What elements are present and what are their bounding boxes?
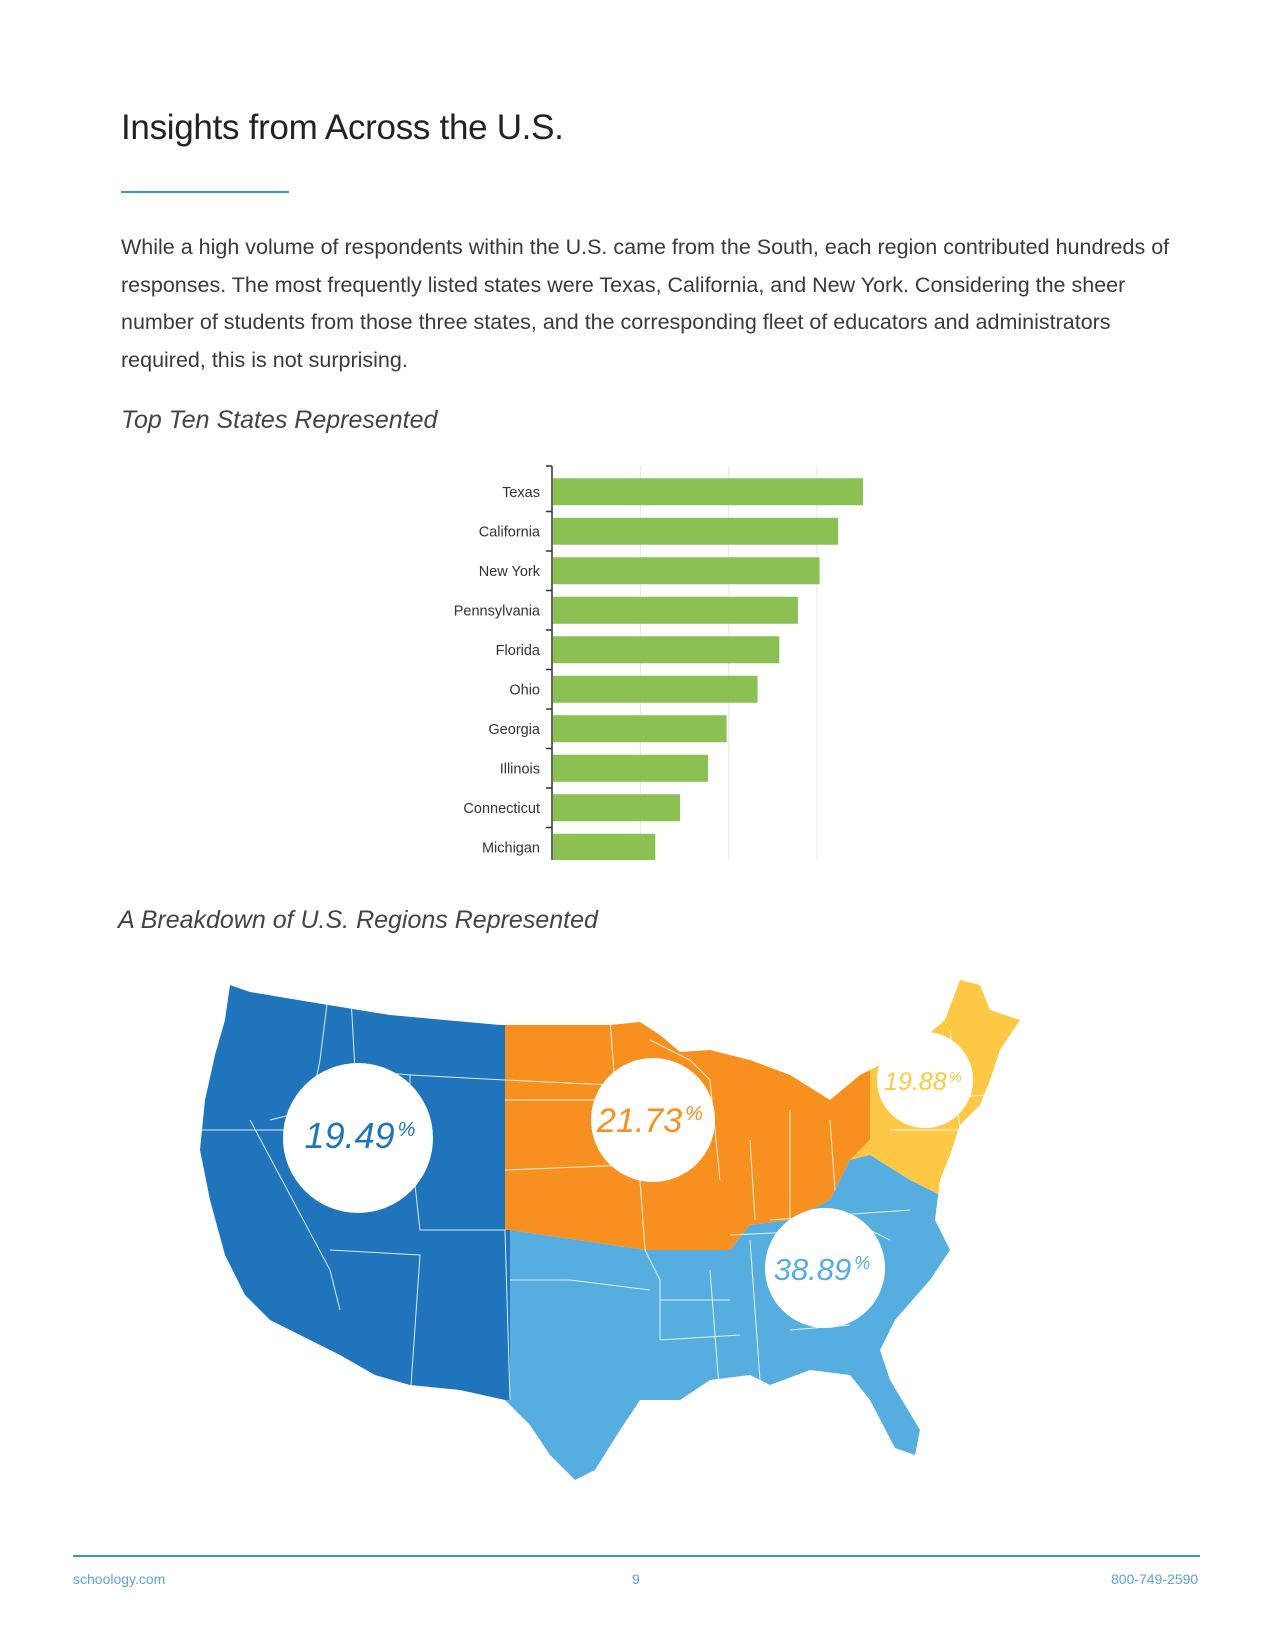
percent-sign: %	[398, 1119, 416, 1141]
footer-website-link[interactable]: schoology.com	[73, 1571, 166, 1587]
footer-rule	[73, 1555, 1200, 1557]
region-northeast-value: 19.88	[884, 1068, 947, 1096]
bar	[553, 557, 820, 585]
tick-label: Georgia	[488, 722, 541, 738]
bar	[553, 478, 863, 506]
region-badge-west: 19.49%	[283, 1063, 433, 1213]
page-title: Insights from Across the U.S.	[121, 108, 564, 147]
bar	[553, 715, 727, 743]
bar	[553, 794, 681, 822]
region-midwest-value: 21.73	[596, 1102, 682, 1140]
bar	[553, 833, 656, 860]
region-badge-south: 38.89%	[765, 1208, 885, 1328]
title-underline	[121, 191, 289, 193]
tick-label: Florida	[496, 643, 541, 659]
bar	[553, 517, 839, 545]
us-regions-map: 19.49% 21.73% 19.88% 38.89%	[200, 980, 1020, 1480]
tick-label: California	[479, 524, 541, 540]
intro-paragraph: While a high volume of respondents withi…	[121, 235, 1170, 372]
percent-sign: %	[854, 1253, 870, 1273]
tick-label: Pennsylvania	[454, 603, 541, 619]
percent-sign: %	[685, 1103, 703, 1125]
tick-label: Illinois	[500, 761, 540, 777]
map-heading: A Breakdown of U.S. Regions Represented	[118, 906, 598, 934]
percent-sign: %	[949, 1069, 962, 1086]
svg-text:38.89%: 38.89%	[774, 1252, 871, 1287]
svg-text:19.49%: 19.49%	[305, 1115, 416, 1156]
footer-phone: 800-749-2590	[1111, 1571, 1199, 1587]
bar	[553, 754, 708, 782]
tick-label: Texas	[502, 485, 540, 501]
region-badge-midwest: 21.73%	[591, 1058, 715, 1182]
bar	[553, 596, 798, 624]
top-states-bar-chart: Texas California New York Pennsylvania Flori…	[454, 465, 863, 860]
tick-label: Connecticut	[463, 801, 540, 817]
tick-label: Michigan	[482, 840, 540, 856]
bar	[553, 636, 780, 664]
tick-label: New York	[479, 564, 541, 580]
svg-text:21.73%: 21.73%	[596, 1102, 703, 1140]
region-badge-northeast: 19.88%	[877, 1032, 973, 1128]
region-south-value: 38.89	[774, 1252, 852, 1287]
svg-text:19.88%: 19.88%	[884, 1068, 962, 1096]
region-west-value: 19.49	[305, 1115, 395, 1156]
bar	[553, 675, 758, 703]
tick-label: Ohio	[509, 682, 540, 698]
footer-page-number: 9	[632, 1571, 640, 1587]
chart-heading: Top Ten States Represented	[121, 406, 438, 434]
